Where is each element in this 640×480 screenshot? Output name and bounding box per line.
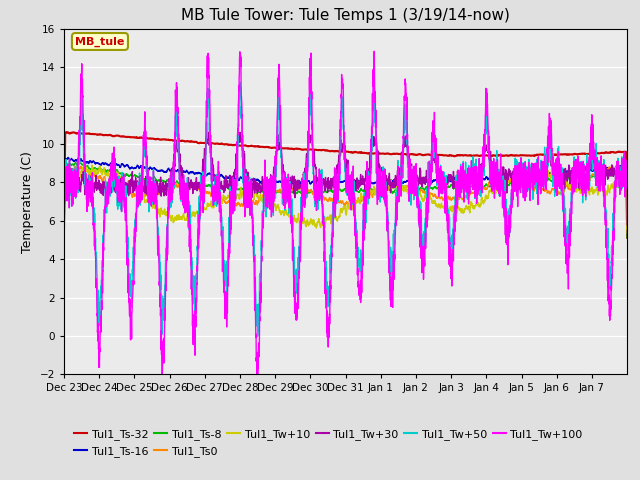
- Tul1_Ts-32: [504, 153, 511, 158]
- Tul1_Tw+50: [60, 189, 68, 195]
- Tul1_Tw+10: [504, 180, 511, 185]
- Line: Tul1_Tw+30: Tul1_Tw+30: [64, 132, 627, 236]
- Tul1_Ts0: [175, 184, 183, 190]
- Tul1_Tw+100: [623, 158, 631, 164]
- Tul1_Tw+10: [175, 214, 183, 220]
- Tul1_Tw+100: [618, 178, 625, 183]
- Tul1_Tw+50: [618, 174, 625, 180]
- Tul1_Tw+50: [236, 80, 244, 85]
- Tul1_Ts-32: [623, 235, 631, 240]
- Line: Tul1_Tw+50: Tul1_Tw+50: [64, 83, 627, 336]
- Tul1_Tw+30: [418, 184, 426, 190]
- Line: Tul1_Ts0: Tul1_Ts0: [64, 166, 627, 252]
- Tul1_Tw+50: [504, 233, 511, 239]
- Tul1_Ts-8: [617, 172, 625, 178]
- Tul1_Tw+10: [418, 196, 426, 202]
- Tul1_Ts-16: [65, 155, 72, 160]
- Tul1_Tw+30: [175, 159, 183, 165]
- Tul1_Tw+30: [504, 173, 511, 179]
- Tul1_Tw+30: [623, 222, 631, 228]
- Line: Tul1_Ts-16: Tul1_Ts-16: [64, 157, 627, 248]
- Line: Tul1_Ts-32: Tul1_Ts-32: [64, 132, 627, 238]
- Tul1_Tw+50: [468, 167, 476, 173]
- Tul1_Ts-32: [60, 225, 68, 230]
- Line: Tul1_Ts-8: Tul1_Ts-8: [64, 163, 627, 250]
- Tul1_Ts-16: [617, 163, 625, 169]
- Tul1_Ts-32: [538, 152, 545, 157]
- Y-axis label: Temperature (C): Temperature (C): [21, 151, 34, 252]
- Legend: Tul1_Ts-32, Tul1_Ts-16, Tul1_Ts-8, Tul1_Ts0, Tul1_Tw+10, Tul1_Tw+30, Tul1_Tw+50,: Tul1_Ts-32, Tul1_Ts-16, Tul1_Ts-8, Tul1_…: [70, 425, 587, 461]
- Tul1_Ts0: [617, 168, 625, 174]
- Tul1_Ts-32: [468, 153, 476, 158]
- Tul1_Ts0: [468, 190, 476, 195]
- Tul1_Ts0: [418, 188, 426, 193]
- Tul1_Ts0: [77, 163, 85, 169]
- Tul1_Tw+100: [371, 48, 378, 54]
- Tul1_Tw+100: [175, 168, 183, 173]
- Tul1_Ts-8: [504, 181, 511, 187]
- Tul1_Tw+100: [419, 243, 426, 249]
- Tul1_Ts-8: [468, 184, 476, 190]
- Tul1_Ts-32: [175, 138, 183, 144]
- Tul1_Ts-32: [617, 149, 625, 155]
- Tul1_Tw+50: [538, 166, 545, 171]
- Tul1_Tw+50: [419, 234, 426, 240]
- Tul1_Ts-8: [418, 186, 426, 192]
- Tul1_Tw+100: [468, 169, 476, 175]
- Tul1_Ts-16: [175, 170, 183, 176]
- Tul1_Ts-32: [418, 152, 426, 158]
- Tul1_Tw+10: [623, 227, 631, 232]
- Tul1_Ts-16: [538, 173, 545, 179]
- Tul1_Ts-8: [76, 160, 83, 166]
- Tul1_Ts0: [504, 178, 511, 183]
- Tul1_Tw+10: [538, 168, 545, 174]
- Tul1_Ts-8: [175, 182, 183, 188]
- Line: Tul1_Tw+10: Tul1_Tw+10: [64, 165, 627, 252]
- Tul1_Ts0: [538, 188, 545, 193]
- Tul1_Tw+100: [253, 374, 261, 380]
- Tul1_Tw+50: [254, 333, 262, 339]
- Tul1_Tw+100: [60, 177, 68, 182]
- Tul1_Tw+30: [468, 174, 476, 180]
- Tul1_Ts-16: [60, 245, 68, 251]
- Tul1_Tw+100: [538, 159, 545, 165]
- Tul1_Ts-16: [468, 176, 476, 182]
- Tul1_Tw+30: [538, 167, 545, 172]
- Tul1_Tw+10: [468, 202, 476, 208]
- Tul1_Tw+30: [60, 233, 68, 239]
- Tul1_Ts0: [623, 230, 631, 236]
- Tul1_Tw+50: [623, 163, 631, 168]
- Tul1_Tw+10: [88, 162, 96, 168]
- Tul1_Ts-32: [63, 129, 70, 135]
- Tul1_Ts-16: [623, 231, 631, 237]
- Tul1_Tw+50: [175, 167, 183, 172]
- Tul1_Ts-8: [538, 178, 545, 184]
- Tul1_Tw+10: [60, 249, 68, 254]
- Tul1_Ts-8: [60, 247, 68, 252]
- Tul1_Tw+30: [617, 167, 625, 172]
- Text: MB_tule: MB_tule: [76, 36, 125, 47]
- Tul1_Tw+100: [504, 246, 511, 252]
- Tul1_Ts-8: [623, 235, 631, 241]
- Tul1_Tw+30: [205, 129, 212, 135]
- Title: MB Tule Tower: Tule Temps 1 (3/19/14-now): MB Tule Tower: Tule Temps 1 (3/19/14-now…: [181, 9, 510, 24]
- Tul1_Ts-16: [504, 176, 511, 181]
- Line: Tul1_Tw+100: Tul1_Tw+100: [64, 51, 627, 377]
- Tul1_Ts-16: [418, 179, 426, 184]
- Tul1_Tw+10: [617, 183, 625, 189]
- Tul1_Ts0: [60, 249, 68, 255]
